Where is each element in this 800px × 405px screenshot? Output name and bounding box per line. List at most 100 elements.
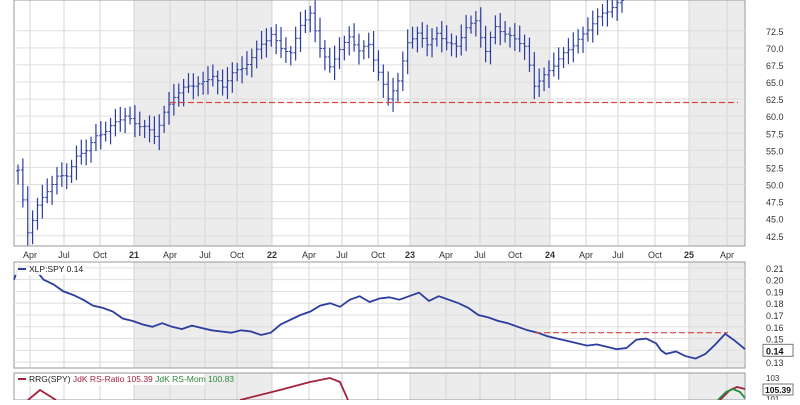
- price-bar: [464, 14, 469, 52]
- current-value-box: [762, 343, 794, 357]
- price-bar: [235, 62, 240, 82]
- x-tick-label: Apr: [163, 250, 177, 260]
- price-bar: [395, 72, 400, 102]
- price-bar: [259, 30, 264, 60]
- price-bar: [186, 73, 191, 94]
- price-bar: [254, 40, 259, 69]
- price-bar: [162, 105, 167, 133]
- price-bar: [332, 45, 337, 81]
- price-bar: [308, 5, 313, 33]
- price-bar: [459, 24, 464, 56]
- current-value-box: [762, 383, 794, 396]
- price-bar: [181, 78, 186, 107]
- price-bar: [118, 106, 123, 132]
- price-bar: [123, 107, 128, 134]
- x-tick-label: Jul: [336, 250, 348, 260]
- price-bar: [376, 50, 381, 81]
- price-bar: [128, 106, 133, 125]
- price-bar: [512, 23, 517, 51]
- price-bar: [201, 71, 206, 95]
- price-bar: [40, 184, 45, 219]
- y-tick-label: 0.18: [766, 299, 784, 309]
- legend-label: RRG(SPY) JdK RS-Ratio 105.39 JdK RS-Mom …: [29, 374, 234, 384]
- price-bar: [103, 121, 108, 142]
- price-bar: [322, 39, 327, 71]
- x-tick-label: Jul: [58, 250, 70, 260]
- price-bar: [361, 40, 366, 60]
- current-value-label: 105.39: [765, 385, 791, 395]
- price-bar: [342, 35, 347, 61]
- price-bar: [54, 167, 59, 195]
- price-bar: [298, 11, 303, 52]
- legend-background: [15, 374, 205, 385]
- y-tick-label: 70.0: [766, 44, 784, 54]
- price-bar: [571, 32, 576, 63]
- legend-label: XLP:SPY 0.14: [29, 264, 83, 274]
- price-bar: [93, 123, 98, 152]
- price-bar: [157, 114, 162, 151]
- price-bar: [410, 26, 415, 49]
- price-bar: [532, 51, 537, 100]
- price-bar: [20, 158, 25, 208]
- y-tick-label: 0.19: [766, 287, 784, 297]
- price-bar: [542, 67, 547, 92]
- price-bar: [98, 121, 103, 150]
- y-tick-label: 72.5: [766, 27, 784, 37]
- price-bar: [469, 15, 473, 34]
- price-bar: [137, 111, 142, 136]
- x-tick-label: Jul: [474, 250, 486, 260]
- year-shading: [689, 0, 745, 246]
- price-bar: [581, 26, 586, 53]
- price-bar: [503, 21, 508, 43]
- rs-ratio-line: [239, 377, 349, 401]
- price-bar: [303, 9, 308, 34]
- x-tick-label: Oct: [230, 250, 245, 260]
- price-bar: [205, 66, 210, 95]
- y-tick-label: 103: [766, 374, 780, 383]
- price-bar: [522, 34, 527, 60]
- price-bar: [439, 21, 444, 53]
- price-bar: [283, 37, 288, 63]
- legend-background: [15, 263, 85, 275]
- y-tick-label: 45.0: [766, 215, 784, 225]
- y-tick-label: 67.5: [766, 61, 784, 71]
- price-bar: [16, 164, 20, 185]
- price-bar: [615, 0, 620, 21]
- price-bar: [551, 52, 556, 77]
- price-bar: [566, 38, 571, 65]
- price-bar: [576, 29, 581, 54]
- price-bar: [600, 4, 605, 27]
- price-bar: [420, 22, 425, 48]
- price-bar: [191, 73, 196, 100]
- price-bar: [244, 51, 249, 76]
- y-tick-label: 65.0: [766, 78, 784, 88]
- price-bar: [537, 68, 542, 97]
- price-bar: [493, 15, 498, 45]
- y-tick-label: 0.21: [766, 264, 784, 274]
- x-tick-label: Apr: [579, 250, 593, 260]
- price-bar: [561, 47, 566, 69]
- price-bar: [356, 33, 361, 65]
- price-bar: [352, 23, 357, 52]
- x-tick-label: 23: [405, 250, 415, 260]
- price-bar: [89, 136, 94, 163]
- price-bar: [176, 83, 181, 107]
- price-bar: [30, 210, 35, 245]
- year-shading: [689, 373, 745, 400]
- y-tick-label: 0.17: [766, 311, 784, 321]
- price-bar: [454, 35, 459, 58]
- price-bar: [45, 178, 50, 204]
- price-bar: [249, 48, 254, 78]
- price-bar: [366, 32, 371, 59]
- price-bar: [507, 27, 512, 48]
- year-shading: [134, 0, 272, 246]
- price-bar: [293, 26, 298, 61]
- price-bar: [274, 24, 279, 55]
- y-tick-label: 101: [766, 395, 780, 400]
- price-bar: [337, 37, 342, 70]
- y-tick-label: 50.0: [766, 181, 784, 191]
- price-bar: [620, 0, 624, 13]
- price-bar: [327, 47, 332, 73]
